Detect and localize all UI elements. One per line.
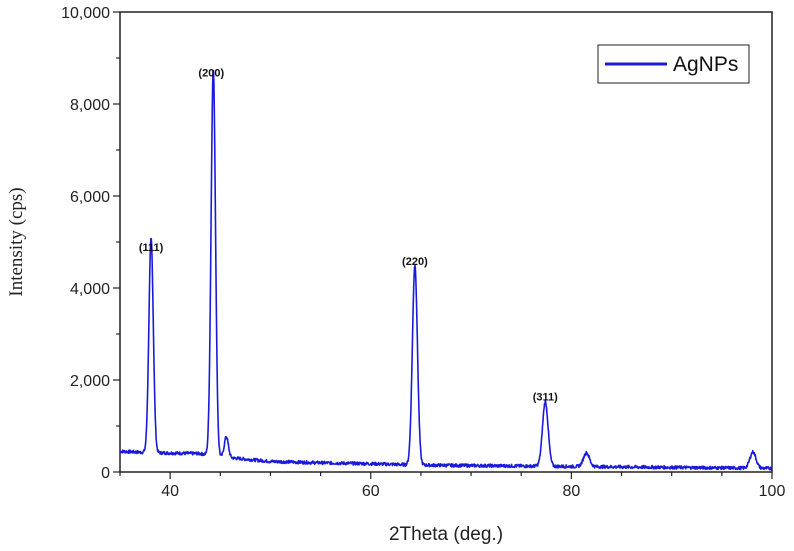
legend: AgNPs: [597, 44, 750, 84]
x-tick-label: 100: [759, 483, 786, 500]
series-line-agnps: [119, 69, 773, 471]
peak-annotations: (111) (200) (220) (311): [139, 67, 558, 403]
y-axis-label: Intensity (cps): [6, 187, 27, 296]
x-tick-label: 60: [362, 483, 380, 500]
x-axis-ticks: 40 60 80 100: [119, 472, 786, 500]
y-axis-ticks: 0 2,000 4,000 6,000 8,000 10,000: [61, 5, 120, 482]
x-axis-label: 2Theta (deg.): [389, 524, 503, 545]
peak-label: (200): [198, 67, 224, 79]
y-tick-label: 6,000: [70, 189, 110, 206]
peak-label: (220): [402, 256, 428, 268]
y-tick-label: 2,000: [70, 373, 110, 390]
x-tick-label: 40: [161, 483, 179, 500]
x-tick-label: 80: [562, 483, 580, 500]
y-tick-label: 8,000: [70, 97, 110, 114]
y-tick-label: 0: [101, 465, 110, 482]
y-tick-label: 4,000: [70, 281, 110, 298]
peak-label: (311): [533, 392, 558, 404]
y-tick-label: 10,000: [61, 5, 110, 22]
legend-label: AgNPs: [673, 53, 738, 76]
peak-label: (111): [139, 242, 164, 254]
